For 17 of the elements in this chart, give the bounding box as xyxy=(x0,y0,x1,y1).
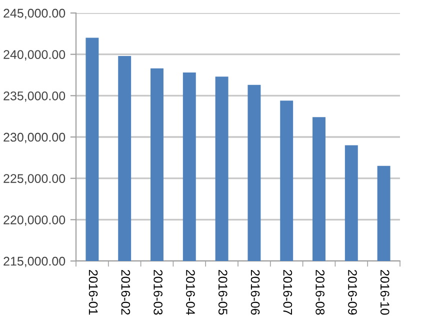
y-tick-label: 215,000.00 xyxy=(4,256,66,268)
x-tick-label: 2016-10 xyxy=(380,270,390,315)
x-tick-label: 2016-03 xyxy=(154,270,162,315)
y-tick-label: 235,000.00 xyxy=(4,91,66,102)
x-tick-label: 2016-06 xyxy=(250,270,260,315)
y-tick-label: 240,000.00 xyxy=(4,50,66,60)
x-tick-label: 2016-07 xyxy=(283,270,292,315)
x-tick-label: 2016-01 xyxy=(88,270,98,315)
x-tick-label: 2016-04 xyxy=(186,270,195,315)
y-tick-label: 230,000.00 xyxy=(4,132,66,144)
x-tick-label: 2016-08 xyxy=(316,270,324,315)
y-tick-label: 225,000.00 xyxy=(4,174,66,184)
x-tick-label: 2016-05 xyxy=(218,270,228,315)
y-tick-label: 220,000.00 xyxy=(4,215,66,226)
x-tick-label: 2016-09 xyxy=(348,270,357,315)
y-tick-label: 245,000.00 xyxy=(4,8,66,20)
x-tick-label: 2016-02 xyxy=(121,270,130,315)
